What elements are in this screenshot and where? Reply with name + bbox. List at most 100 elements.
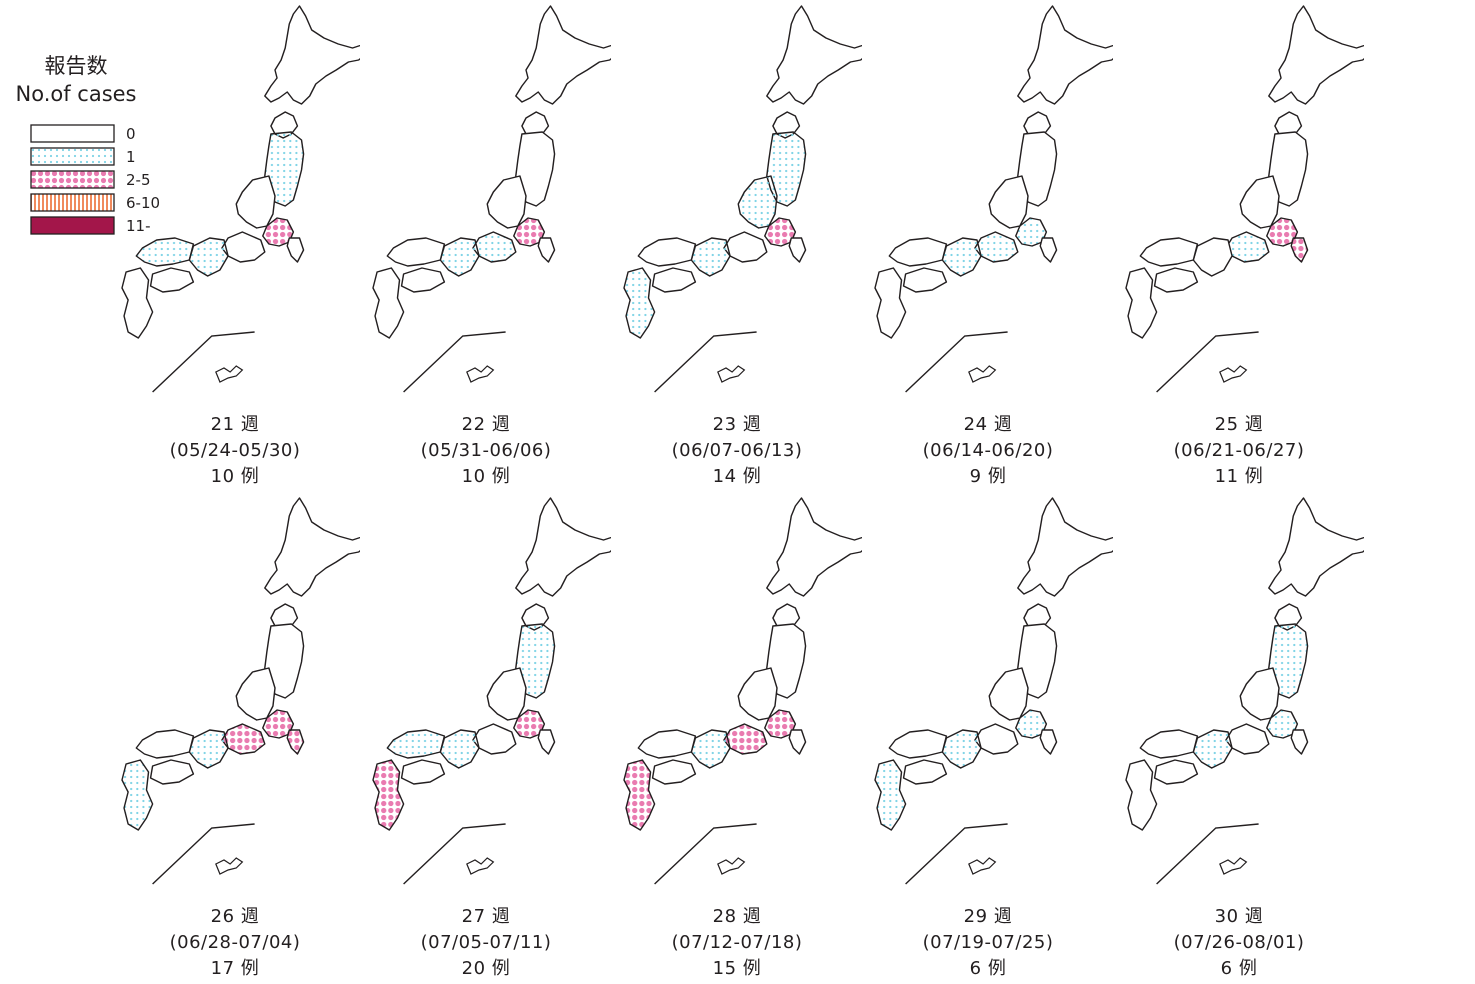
prefecture-region-kyushu: [1125, 267, 1158, 339]
okinawa-islands: [717, 857, 746, 875]
date-range: (06/21-06/27): [1173, 440, 1305, 461]
japan-map: [1125, 497, 1364, 885]
week-panel-28: 28 週 (07/12-07/18) 15 例: [612, 492, 862, 982]
prefecture-region-chiba: [537, 729, 556, 755]
prefecture-region-hokkaido: [766, 497, 862, 597]
prefecture-region-chugoku: [1139, 729, 1199, 759]
week-label: 30 週: [1214, 906, 1264, 927]
prefecture-region-shikoku: [400, 759, 446, 785]
prefecture-region-chubu: [988, 667, 1029, 721]
prefecture-region-kinki: [690, 237, 731, 277]
prefecture-region-kinki: [188, 237, 229, 277]
prefecture-region-tokai: [974, 723, 1019, 755]
prefecture-region-tokai: [472, 723, 517, 755]
prefecture-region-chubu: [235, 667, 276, 721]
date-range: (05/31-06/06): [420, 440, 552, 461]
week-caption: 21 週 (05/24-05/30) 10 例: [110, 412, 360, 490]
week-label: 27 週: [461, 906, 511, 927]
week-caption: 25 週 (06/21-06/27) 11 例: [1114, 412, 1364, 490]
prefecture-region-shikoku: [902, 759, 948, 785]
case-count: 15 例: [712, 958, 762, 979]
okinawa-islands: [968, 365, 997, 383]
prefecture-region-chiba: [1039, 237, 1058, 263]
week-label: 25 週: [1214, 414, 1264, 435]
week-label: 26 週: [210, 906, 260, 927]
legend-swatch: [30, 193, 115, 212]
okinawa-inset-frame: [1156, 823, 1259, 885]
okinawa-inset-frame: [1156, 331, 1259, 393]
prefecture-region-chiba: [286, 729, 305, 755]
prefecture-region-kinki: [439, 237, 480, 277]
prefecture-region-shikoku: [651, 267, 697, 293]
week-caption: 30 週 (07/26-08/01) 6 例: [1114, 904, 1364, 982]
legend-item-label: 11-: [126, 217, 151, 235]
prefecture-region-tohoku: [264, 131, 305, 207]
okinawa-islands: [1219, 857, 1248, 875]
prefecture-region-chiba: [788, 729, 807, 755]
week-label: 22 週: [461, 414, 511, 435]
okinawa-islands: [1219, 365, 1248, 383]
prefecture-region-tohoku: [1017, 131, 1058, 207]
prefecture-region-chugoku: [888, 237, 948, 267]
prefecture-region-kyushu: [372, 267, 405, 339]
prefecture-region-tokai: [1225, 723, 1270, 755]
okinawa-islands: [466, 365, 495, 383]
japan-map: [372, 5, 611, 393]
week-caption: 24 週 (06/14-06/20) 9 例: [863, 412, 1113, 490]
prefecture-region-hokkaido: [264, 497, 360, 597]
japan-map: [623, 5, 862, 393]
case-count: 10 例: [461, 466, 511, 487]
prefecture-region-shikoku: [400, 267, 446, 293]
legend-item-label: 1: [126, 148, 136, 166]
case-count: 11 例: [1214, 466, 1264, 487]
week-panel-25: 25 週 (06/21-06/27) 11 例: [1114, 0, 1364, 490]
prefecture-region-kinki: [1192, 237, 1233, 277]
prefecture-region-tohoku: [1017, 623, 1058, 699]
legend-item-label: 2-5: [126, 171, 151, 189]
prefecture-region-hokkaido: [1017, 5, 1113, 105]
prefecture-region-chubu: [988, 175, 1029, 229]
week-label: 23 週: [712, 414, 762, 435]
date-range: (06/07-06/13): [671, 440, 803, 461]
prefecture-region-shikoku: [902, 267, 948, 293]
prefecture-region-chugoku: [135, 729, 195, 759]
japan-map: [372, 497, 611, 885]
week-panel-21: 21 週 (05/24-05/30) 10 例: [110, 0, 360, 490]
prefecture-region-tokai: [723, 723, 768, 755]
prefecture-region-kinki: [690, 729, 731, 769]
prefecture-region-kinki: [941, 729, 982, 769]
week-label: 28 週: [712, 906, 762, 927]
okinawa-inset-frame: [905, 823, 1008, 885]
case-count: 17 例: [210, 958, 260, 979]
okinawa-islands: [717, 365, 746, 383]
prefecture-region-tokai: [221, 231, 266, 263]
prefecture-region-kyushu: [623, 267, 656, 339]
legend-swatch: [30, 216, 115, 235]
okinawa-inset-frame: [403, 823, 506, 885]
prefecture-region-shikoku: [149, 759, 195, 785]
prefecture-region-chubu: [1239, 175, 1280, 229]
prefecture-region-chiba: [1290, 237, 1309, 263]
legend-item-label: 0: [126, 125, 136, 143]
prefecture-region-hokkaido: [515, 497, 611, 597]
prefecture-region-tohoku: [1268, 623, 1309, 699]
prefecture-region-kinki: [439, 729, 480, 769]
okinawa-inset-frame: [654, 823, 757, 885]
prefecture-region-tokai: [221, 723, 266, 755]
week-caption: 29 週 (07/19-07/25) 6 例: [863, 904, 1113, 982]
prefecture-region-hokkaido: [1017, 497, 1113, 597]
prefecture-region-chugoku: [637, 237, 697, 267]
prefecture-region-chubu: [486, 175, 527, 229]
prefecture-region-chubu: [235, 175, 276, 229]
week-panel-30: 30 週 (07/26-08/01) 6 例: [1114, 492, 1364, 982]
date-range: (06/14-06/20): [922, 440, 1054, 461]
prefecture-region-chugoku: [386, 237, 446, 267]
week-caption: 27 週 (07/05-07/11) 20 例: [361, 904, 611, 982]
prefecture-region-chugoku: [637, 729, 697, 759]
week-label: 29 週: [963, 906, 1013, 927]
prefecture-region-kyushu: [1125, 759, 1158, 831]
week-panel-23: 23 週 (06/07-06/13) 14 例: [612, 0, 862, 490]
prefecture-region-chubu: [1239, 667, 1280, 721]
legend-item-label: 6-10: [126, 194, 161, 212]
legend-swatch: [30, 124, 115, 143]
